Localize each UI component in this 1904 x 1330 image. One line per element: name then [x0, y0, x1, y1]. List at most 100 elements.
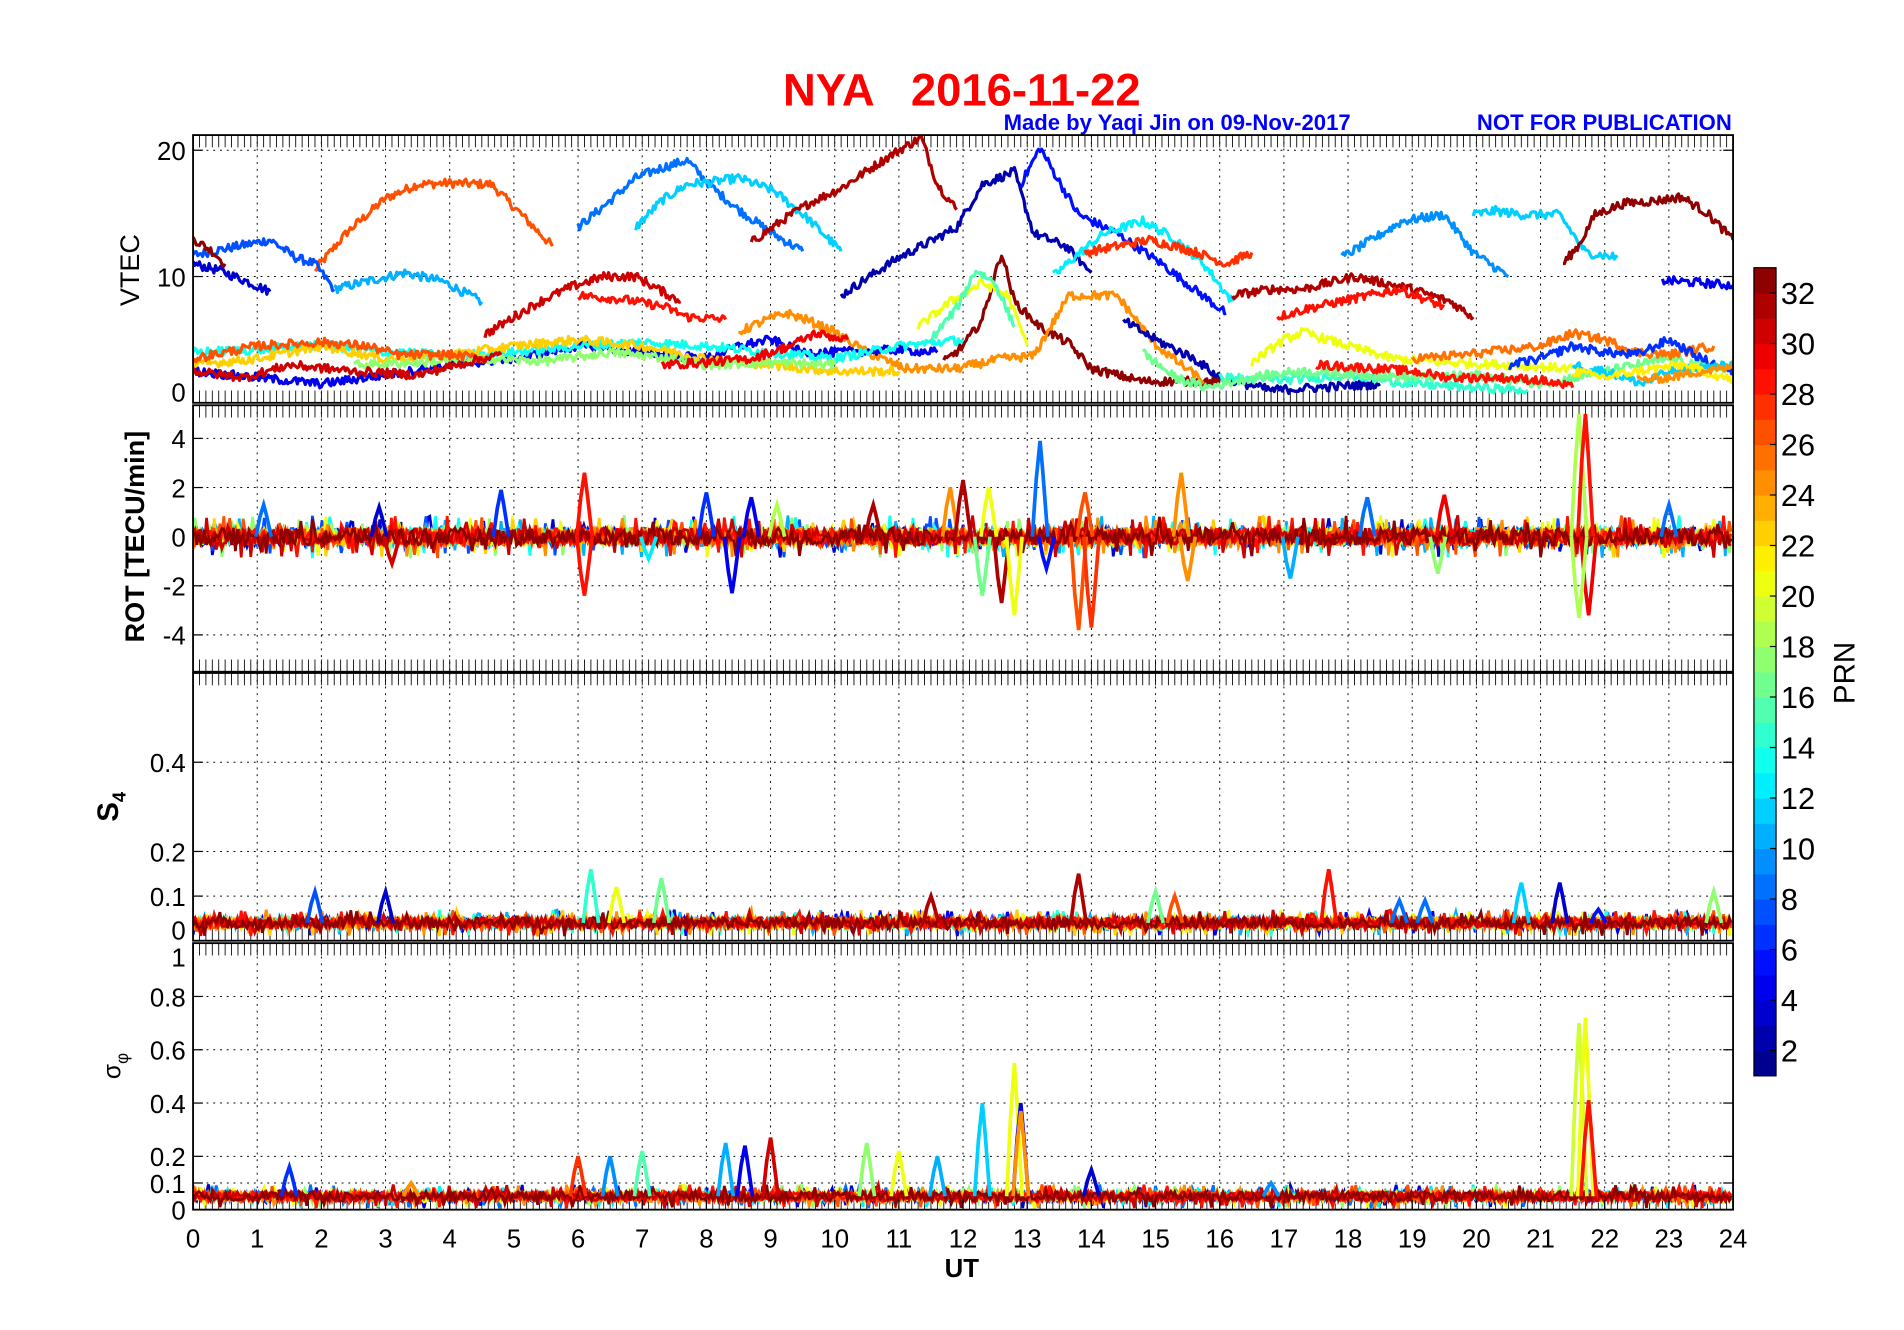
sigma-spike-prn-19 [1569, 1023, 1589, 1197]
colorbar-segment-4 [1753, 974, 1777, 1001]
rot-spike-prn-27 [1081, 536, 1101, 628]
rot-spike-prn-24 [940, 487, 960, 537]
x-tick-label: 14 [1077, 1226, 1106, 1254]
rot-spike-prn-29 [1434, 494, 1454, 537]
s4-spike-prn-14 [581, 869, 601, 924]
rot-spike-prn-24 [1178, 536, 1198, 582]
s4-spike-prn-28 [1319, 869, 1339, 924]
vtec-series-prn-28 [577, 290, 728, 323]
rot-spike-prn-17 [1428, 536, 1448, 574]
colorbar-segment-25 [1753, 444, 1777, 471]
colorbar-segment-3 [1753, 1000, 1777, 1026]
rot-spike-prn-28 [1575, 413, 1596, 537]
y-tick-label: -2 [163, 574, 186, 602]
vtec-series-prn-30 [483, 271, 682, 339]
vtec-series-prn-15 [929, 269, 1016, 345]
colorbar-segment-18 [1753, 621, 1777, 648]
y-tick-label: 10 [157, 264, 186, 292]
vtec-series-prn-8 [576, 156, 805, 252]
colorbar-segment-15 [1753, 697, 1777, 723]
vtec-series-prn-28 [1276, 285, 1446, 321]
rot-spike-prn-8 [254, 498, 274, 538]
colorbar-segment-26 [1753, 419, 1777, 446]
rot-series-prn-32 [193, 515, 1733, 558]
x-tick-label: 6 [571, 1226, 585, 1254]
colorbar-segment-2 [1753, 1025, 1777, 1052]
colorbar-segment-5 [1753, 949, 1777, 976]
colorbar-tick-label: 6 [1781, 933, 1798, 968]
y-tick-label: 0 [171, 380, 185, 408]
colorbar-segment-27 [1753, 393, 1777, 420]
chart-title: NYA 2016-11-22 [783, 65, 1141, 116]
colorbar-segment-1 [1753, 1050, 1777, 1077]
rot-spike-prn-28 [574, 536, 595, 596]
y-tick-label: 4 [171, 426, 185, 454]
colorbar-tick-label: 20 [1781, 579, 1815, 614]
sigma-spike-prn-24 [401, 1179, 421, 1198]
x-axis-label: UT [945, 1255, 980, 1283]
colorbar-segment-8 [1753, 873, 1777, 900]
colorbar-tick-label: 16 [1781, 680, 1815, 715]
y-tick-label: 20 [157, 138, 186, 166]
s4-spike-prn-8 [1389, 895, 1409, 924]
colorbar-frame [1753, 267, 1777, 1077]
y-tick-label: 2 [171, 475, 185, 503]
vtec-series-prn-10 [333, 268, 484, 306]
sigma-spike-prn-24 [1011, 1110, 1031, 1197]
x-tick-label: 9 [763, 1226, 777, 1254]
vtec-series-prn-17 [353, 347, 837, 371]
colorbar-tick-label: 8 [1781, 882, 1798, 917]
x-tick-label: 11 [886, 1226, 913, 1254]
vtec-series-prn-14 [1218, 369, 1529, 395]
s4-spike-prn-3 [1550, 882, 1570, 924]
rot-spike-prn-18 [1569, 536, 1589, 618]
vtec-series-prn-11 [1471, 204, 1619, 261]
rot-spike-prn-6 [491, 489, 511, 537]
s4-spike-prn-5 [1588, 906, 1608, 924]
colorbar-segment-28 [1753, 368, 1777, 395]
s4-spike-prn-3 [376, 884, 396, 924]
vtec-series-prn-29 [660, 329, 849, 370]
x-tick-label: 13 [1013, 1226, 1042, 1254]
x-tick-label: 7 [635, 1226, 649, 1254]
sigma-axes-frame [192, 942, 1734, 1211]
sigma-spike-prn-3 [1081, 1164, 1101, 1197]
colorbar-segment-16 [1753, 671, 1777, 698]
colorbar-segment-13 [1753, 747, 1777, 774]
s4-spike-prn-17 [1704, 884, 1724, 924]
rot-spike-prn-26 [1069, 536, 1089, 631]
y-tick-label: 0.1 [150, 1171, 186, 1199]
rot-spike-prn-4 [722, 536, 742, 594]
colorbar-tick-label: 2 [1781, 1034, 1798, 1069]
colorbar-segment-24 [1753, 469, 1777, 496]
rot-spike-prn-18 [767, 498, 787, 538]
colorbar-tick-label: 30 [1781, 327, 1815, 362]
sigma-spike-prn-17 [857, 1142, 877, 1197]
colorbar-tick-label: 24 [1781, 478, 1815, 513]
sigma-spike-prn-4 [735, 1145, 755, 1197]
rot-spike-prn-18 [1569, 413, 1589, 537]
colorbar-segment-32 [1753, 267, 1777, 294]
x-tick-label: 16 [1205, 1226, 1234, 1254]
x-tick-label: 21 [1526, 1226, 1555, 1254]
colorbar-tick-label: 10 [1781, 832, 1815, 867]
sigma-panel: 00.10.2 0.4 0.6 0.8 1 [150, 942, 1734, 1225]
x-tick-label: 0 [186, 1226, 200, 1254]
y-tick-label: 0 [171, 917, 185, 945]
sigma-spike-prn-9 [600, 1155, 620, 1197]
vtec-axes-frame [192, 134, 1734, 404]
y-tick-label: 0.1 [150, 884, 186, 912]
x-tick-label: 5 [507, 1226, 521, 1254]
x-tick-label: 12 [949, 1226, 978, 1254]
colorbar-segment-14 [1753, 722, 1777, 749]
colorbar-tick-label: 18 [1781, 630, 1815, 665]
rot-spike-prn-26 [1075, 492, 1095, 537]
y-tick-label: 0.6 [150, 1038, 186, 1066]
rot-spike-prn-8 [1030, 440, 1050, 537]
sigma-spike-prn-9 [1261, 1179, 1281, 1198]
y-tick-label: 0 [171, 1197, 185, 1225]
vtec-series-prn-31 [1231, 272, 1475, 321]
rot-spike-prn-24 [1171, 472, 1191, 537]
x-tick-label: 24 [1719, 1226, 1748, 1254]
